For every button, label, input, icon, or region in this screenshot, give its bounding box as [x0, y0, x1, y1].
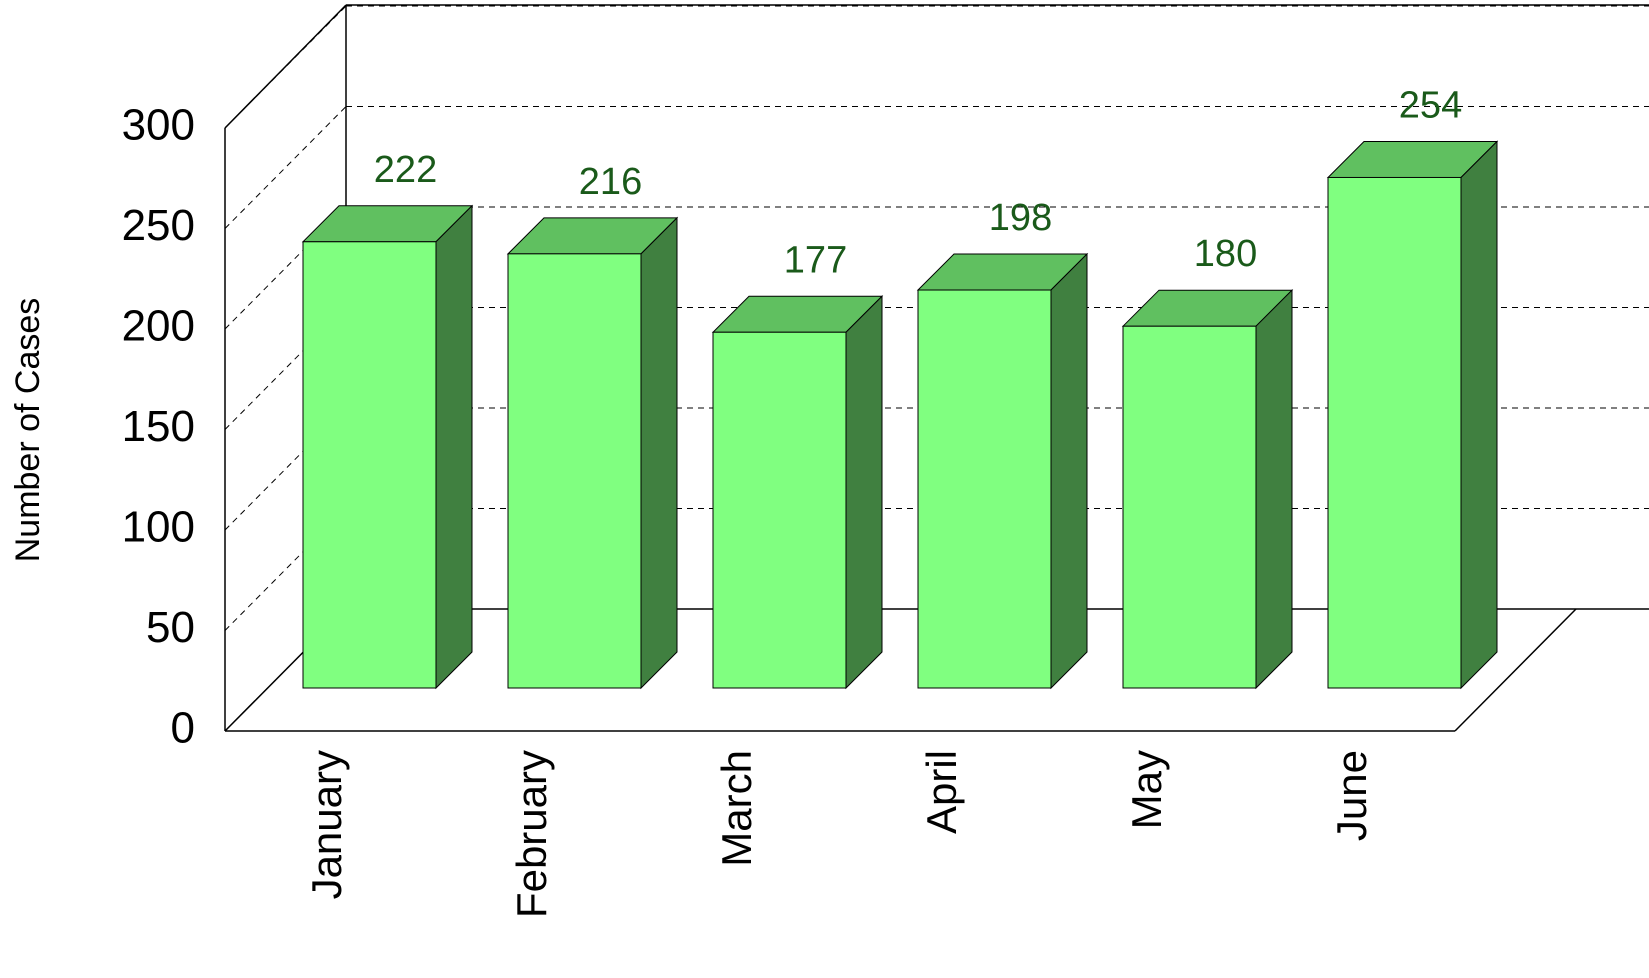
- y-tick-label: 300: [122, 101, 195, 150]
- bar: [507, 253, 642, 689]
- value-label: 216: [579, 161, 642, 203]
- y-tick-label: 0: [171, 704, 195, 753]
- bar: [1122, 325, 1257, 689]
- y-tick-label: 200: [122, 302, 195, 351]
- bar: [917, 289, 1052, 689]
- value-label: 222: [374, 149, 437, 191]
- x-tick-label: January: [303, 750, 350, 899]
- bar-side: [1050, 252, 1088, 690]
- x-tick-label: April: [918, 750, 965, 834]
- y-tick-label: 100: [122, 503, 195, 552]
- bar: [712, 331, 847, 689]
- value-label: 198: [989, 197, 1052, 239]
- grid-line: [224, 5, 347, 129]
- value-label: 254: [1399, 84, 1462, 126]
- x-tick-label: February: [508, 750, 555, 918]
- floor-right: [1454, 608, 1577, 732]
- x-tick-label: May: [1123, 750, 1170, 829]
- bar-side: [640, 216, 678, 690]
- x-tick-label: June: [1328, 750, 1375, 841]
- y-tick-label: 150: [122, 402, 195, 451]
- left-wall-top: [224, 4, 347, 129]
- bar-side: [1460, 140, 1498, 690]
- bar-side: [845, 295, 883, 690]
- bar-side: [1255, 288, 1293, 690]
- y-tick-label: 50: [146, 603, 195, 652]
- y-axis-title: Number of Cases: [9, 298, 47, 563]
- value-label: 177: [784, 239, 847, 281]
- bar-side: [435, 204, 473, 690]
- y-tick-label: 250: [122, 201, 195, 250]
- grid-line: [224, 106, 347, 229]
- bar: [302, 241, 437, 689]
- x-tick-label: March: [713, 750, 760, 867]
- value-label: 180: [1194, 233, 1257, 275]
- bar: [1327, 176, 1462, 689]
